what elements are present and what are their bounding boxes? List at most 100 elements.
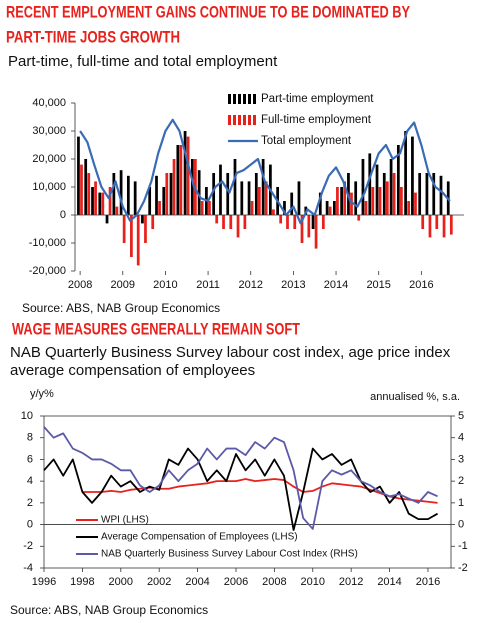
- x-tick-label: 1996: [32, 576, 56, 588]
- legend-swatch: [253, 115, 256, 125]
- legend-label: Average Compensation of Employees (LHS): [101, 532, 298, 543]
- chart-title: RECENT EMPLOYMENT GAINS CONTINUE TO BE D…: [6, 2, 410, 21]
- y2-axis-unit: annualised %, s.a.: [370, 391, 460, 403]
- x-tick-label: 2000: [109, 576, 133, 588]
- bar: [105, 215, 109, 224]
- bar: [261, 159, 265, 215]
- bar: [226, 173, 230, 215]
- y-tick-label: 10: [21, 410, 33, 422]
- bar: [332, 201, 336, 215]
- bar: [421, 215, 425, 229]
- chart-subtitle: Part-time, full-time and total employmen…: [8, 53, 278, 70]
- bar: [411, 136, 414, 215]
- legend-swatch: [248, 94, 251, 104]
- y-tick-label: 4: [27, 475, 33, 487]
- bar: [435, 215, 439, 229]
- legend-swatch: [243, 94, 246, 104]
- chart-title: WAGE MEASURES GENERALLY REMAIN SOFT: [12, 319, 300, 338]
- bar: [439, 175, 443, 215]
- bar: [162, 187, 166, 215]
- x-tick-label: 2015: [366, 279, 390, 291]
- bar: [300, 215, 304, 243]
- bar: [425, 173, 429, 215]
- chart-title: PART-TIME JOBS GROWTH: [6, 27, 180, 46]
- bar: [155, 175, 158, 215]
- bar: [371, 187, 375, 215]
- bar: [400, 187, 403, 215]
- bar: [183, 131, 187, 215]
- y2-tick-label: 1: [458, 497, 464, 509]
- bar: [449, 215, 453, 235]
- legend-swatch: [253, 94, 256, 104]
- y-tick-label: 20,000: [32, 153, 66, 165]
- x-tick-label: 2008: [68, 279, 92, 291]
- bar: [233, 159, 237, 215]
- bar: [432, 173, 436, 215]
- bar: [101, 192, 105, 215]
- legend-swatch: [233, 115, 236, 125]
- bar: [247, 181, 251, 215]
- line: [79, 118, 451, 225]
- bar: [404, 131, 407, 215]
- legend-swatch: [248, 115, 251, 125]
- legend-label: NAB Quarterly Business Survey Labour Cos…: [101, 549, 358, 560]
- bar: [115, 206, 119, 215]
- bar: [264, 181, 268, 215]
- x-tick-label: 2016: [409, 279, 433, 291]
- y-tick-label: 30,000: [32, 125, 66, 137]
- bar: [169, 173, 173, 215]
- bar: [286, 215, 289, 229]
- bar: [240, 181, 244, 215]
- bar: [382, 173, 386, 215]
- bar: [186, 136, 190, 215]
- bar: [229, 215, 233, 229]
- x-tick-label: 2010: [153, 279, 177, 291]
- bar: [328, 206, 332, 215]
- bar: [119, 170, 123, 215]
- y-tick-label: 0: [27, 518, 33, 530]
- bar: [91, 187, 94, 215]
- bar: [428, 215, 432, 238]
- bar: [279, 215, 283, 224]
- bar: [389, 159, 393, 215]
- bar: [84, 159, 88, 215]
- y2-tick-label: -1: [458, 540, 468, 552]
- legend-label: Part-time employment: [261, 93, 374, 105]
- x-tick-label: 2009: [111, 279, 135, 291]
- bar: [208, 201, 211, 215]
- bar: [350, 192, 353, 215]
- legend-swatch: [238, 94, 241, 104]
- legend-label: Total employment: [261, 135, 352, 147]
- bar: [236, 215, 240, 238]
- y-axis-unit: y/y%: [30, 388, 54, 400]
- bar: [343, 181, 347, 215]
- bar: [293, 215, 297, 229]
- bar: [80, 164, 83, 215]
- y-tick-label: 2: [27, 497, 33, 509]
- bar: [354, 181, 358, 215]
- bar: [144, 215, 147, 243]
- bar: [176, 145, 180, 215]
- legend-swatch: [228, 115, 231, 125]
- legend-swatch: [228, 94, 231, 104]
- y2-tick-label: 3: [458, 453, 464, 465]
- y2-tick-label: 4: [458, 432, 464, 444]
- legend-label: WPI (LHS): [101, 515, 149, 526]
- bar: [243, 215, 247, 229]
- bar: [318, 192, 322, 215]
- bar: [297, 181, 301, 215]
- bar: [272, 209, 275, 215]
- bar: [321, 215, 325, 229]
- x-tick-label: 2011: [196, 279, 220, 291]
- source: Source: ABS, NAB Group Economics: [22, 301, 220, 315]
- bar: [357, 215, 361, 221]
- bar: [311, 215, 315, 229]
- bar: [283, 201, 286, 215]
- line: [43, 447, 439, 531]
- plot-frame: [43, 415, 452, 569]
- source: Source: ABS, NAB Group Economics: [10, 603, 208, 617]
- x-tick-label: 2010: [301, 576, 325, 588]
- bar: [368, 153, 372, 215]
- bar: [112, 173, 116, 215]
- bar: [378, 187, 382, 215]
